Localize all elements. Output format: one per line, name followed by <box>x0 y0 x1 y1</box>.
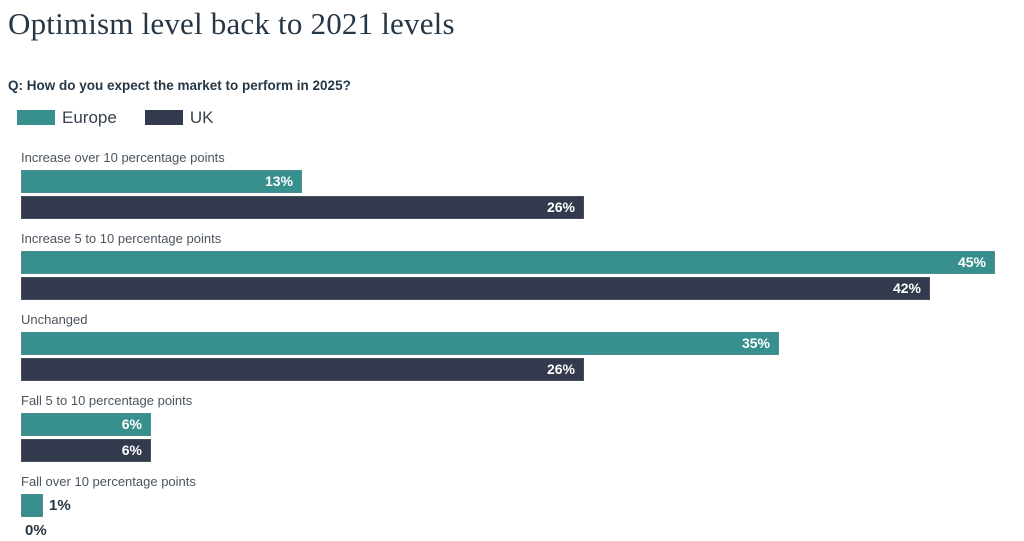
value-label: 42% <box>892 280 921 297</box>
legend-item-uk[interactable]: UK <box>144 107 214 128</box>
value-label: 6% <box>121 416 142 433</box>
value-label: 26% <box>546 361 575 378</box>
legend-label-uk: UK <box>189 107 214 127</box>
survey-question: Q: How do you expect the market to perfo… <box>8 77 351 93</box>
bar-row-europe: 35% <box>21 331 1024 355</box>
category-label: Increase 5 to 10 percentage points <box>21 230 222 246</box>
bar-row-europe: 1% <box>21 493 1024 517</box>
value-label: 6% <box>121 442 142 459</box>
value-label: 0% <box>25 522 47 540</box>
bar-uk[interactable]: 6% <box>21 438 151 462</box>
bar-row-uk: 0% <box>21 521 1024 541</box>
legend-swatch-uk <box>144 110 183 126</box>
category-label: Increase over 10 percentage points <box>21 149 225 165</box>
value-label: 26% <box>546 199 575 216</box>
legend-label-europe: Europe <box>62 107 117 127</box>
bar-europe[interactable]: 13% <box>21 169 302 193</box>
bar-europe[interactable] <box>21 493 43 517</box>
legend-item-europe[interactable]: Europe <box>17 108 117 128</box>
value-label: 1% <box>49 496 71 514</box>
bar-europe[interactable]: 45% <box>21 250 995 274</box>
bar-row-uk: 6% <box>21 438 1024 462</box>
bar-uk[interactable]: 26% <box>21 195 584 219</box>
bar-chart: Increase over 10 percentage points 13% 26%… <box>21 150 1024 541</box>
bar-row-uk: 26% <box>21 357 1024 381</box>
category-label: Fall 5 to 10 percentage points <box>21 392 193 408</box>
bar-europe[interactable]: 35% <box>21 331 779 355</box>
bar-group: Fall 5 to 10 percentage points 6% 6% <box>21 393 1024 462</box>
value-label: 35% <box>741 335 770 352</box>
bar-group: Fall over 10 percentage points 1% 0% <box>21 474 1024 541</box>
bar-europe[interactable]: 6% <box>21 412 151 436</box>
category-label: Fall over 10 percentage points <box>21 473 196 489</box>
bar-group: Unchanged 35% 26% <box>21 312 1024 381</box>
bar-group: Increase 5 to 10 percentage points 45% 42% <box>21 231 1024 300</box>
bar-uk[interactable]: 42% <box>21 276 930 300</box>
category-label: Unchanged <box>21 311 88 327</box>
bar-row-uk: 26% <box>21 195 1024 219</box>
bar-row-europe: 13% <box>21 169 1024 193</box>
value-label: 45% <box>957 254 986 271</box>
value-label: 13% <box>264 173 293 190</box>
legend-swatch-europe <box>17 110 55 126</box>
bar-uk[interactable]: 26% <box>21 357 584 381</box>
bar-group: Increase over 10 percentage points 13% 26% <box>21 150 1024 219</box>
page-title: Optimism level back to 2021 levels <box>8 6 455 41</box>
legend: Europe UK <box>17 108 1024 128</box>
bar-row-europe: 6% <box>21 412 1024 436</box>
bar-row-europe: 45% <box>21 250 1024 274</box>
bar-row-uk: 42% <box>21 276 1024 300</box>
